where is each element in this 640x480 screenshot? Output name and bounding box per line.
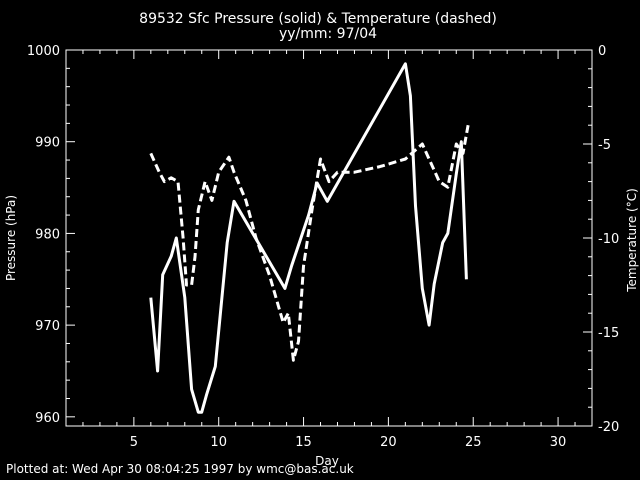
x-tick-label: 25 [465, 435, 482, 450]
y-axis-left-label: Pressure (hPa) [4, 195, 18, 281]
plot-frame [65, 49, 593, 427]
y-right-tick-label: -5 [598, 138, 611, 153]
y-left-tick-label: 980 [35, 227, 60, 242]
y-left-tick-label: 970 [35, 319, 60, 334]
y-left-tick-label: 1000 [27, 44, 60, 59]
x-tick-label: 5 [130, 435, 138, 450]
y-left-tick-label: 960 [35, 411, 60, 426]
series-layer [149, 62, 470, 414]
x-tick-label: 30 [550, 435, 567, 450]
y-right-tick-label: -20 [598, 420, 619, 435]
x-tick-label: 10 [210, 435, 227, 450]
y-right-tick-label: 0 [598, 44, 606, 59]
pressure-series-line [149, 62, 468, 414]
plot-footer: Plotted at: Wed Apr 30 08:04:25 1997 by … [6, 462, 354, 476]
y-left-tick-label: 990 [35, 136, 60, 151]
x-tick-label: 15 [295, 435, 312, 450]
y-axis-right-label: Temperature (°C) [625, 188, 639, 293]
axis-ticks: 5 10 15 20 25 30 960 970 980 990 1000 -20 -15 -10 -5 0 [27, 44, 619, 450]
chart-subtitle: yy/mm: 97/04 [279, 26, 377, 42]
y-right-tick-label: -15 [598, 326, 619, 341]
chart-title: 89532 Sfc Pressure (solid) & Temperature… [139, 11, 497, 27]
x-tick-label: 20 [380, 435, 397, 450]
x-axis-label: Day [315, 454, 339, 468]
temperature-series-line [149, 124, 470, 362]
y-right-tick-label: -10 [598, 232, 619, 247]
